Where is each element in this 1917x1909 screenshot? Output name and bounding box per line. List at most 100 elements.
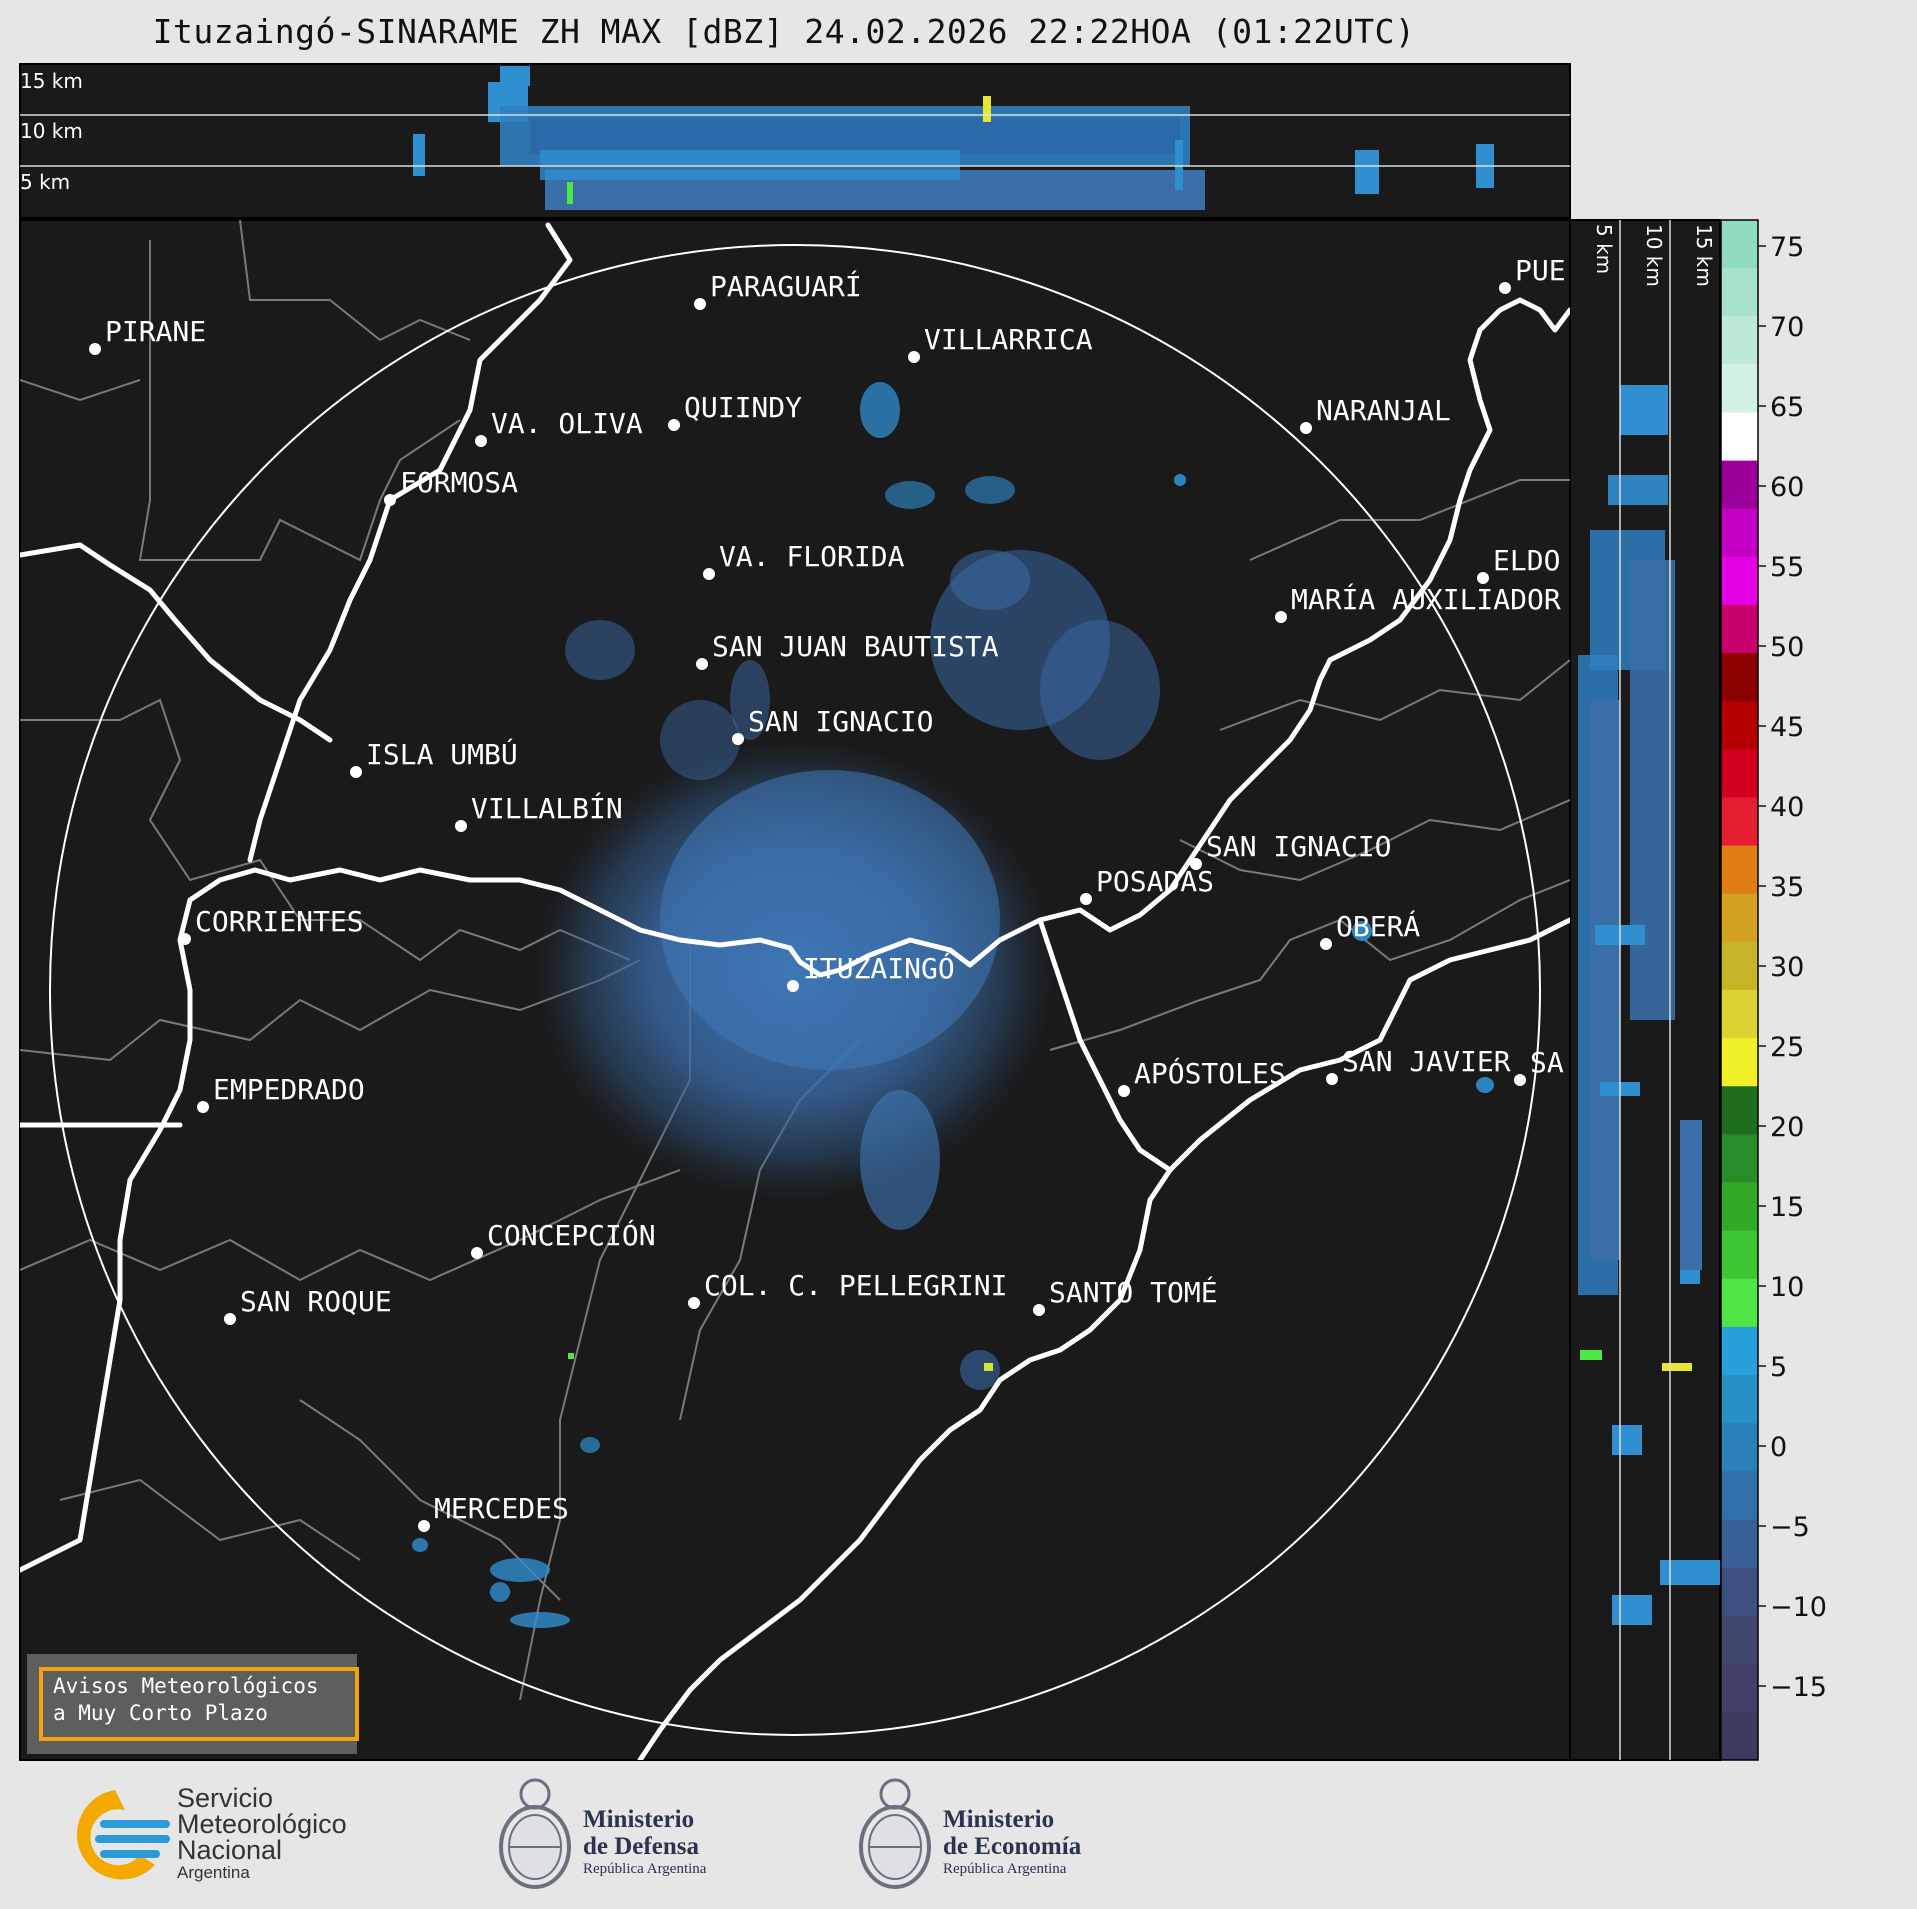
city-label: VILLALBÍN bbox=[471, 791, 623, 825]
colorbar-segment bbox=[1721, 1423, 1758, 1472]
city-label: PUE bbox=[1515, 254, 1566, 287]
colorbar-segment bbox=[1721, 1615, 1758, 1665]
coat-of-arms-icon bbox=[499, 1778, 571, 1889]
colorbar-tick-label: 70 bbox=[1770, 312, 1804, 343]
city-dot bbox=[1320, 938, 1332, 950]
city-marker: NARANJAL bbox=[1300, 394, 1451, 434]
city-dot bbox=[1190, 858, 1202, 870]
colorbar-segment bbox=[1721, 1134, 1758, 1183]
city-marker: QUIINDY bbox=[668, 391, 802, 431]
city-dot bbox=[696, 658, 708, 670]
warning-line-1: Avisos Meteorológicos bbox=[53, 1674, 319, 1698]
city-marker: CONCEPCIÓN bbox=[471, 1218, 656, 1259]
colorbar-segment bbox=[1721, 1230, 1758, 1280]
side-label-5km: 5 km bbox=[1592, 224, 1616, 274]
city-dot bbox=[1118, 1085, 1130, 1097]
city-dot bbox=[1477, 572, 1489, 584]
colorbar-tick-label: 5 bbox=[1770, 1352, 1787, 1383]
city-marker: POSADAS bbox=[1080, 865, 1214, 905]
city-dot bbox=[1326, 1073, 1338, 1085]
warning-line-2: a Muy Corto Plazo bbox=[53, 1701, 268, 1725]
city-dot bbox=[384, 494, 396, 506]
side-label-10km: 10 km bbox=[1642, 224, 1666, 287]
colorbar-segment bbox=[1721, 1471, 1758, 1520]
colorbar-segment bbox=[1721, 1086, 1758, 1135]
city-dot bbox=[694, 298, 706, 310]
colorbar-tick-label: 10 bbox=[1770, 1272, 1804, 1303]
colorbar-segment bbox=[1721, 941, 1758, 991]
colorbar-tick-label: 35 bbox=[1770, 872, 1804, 903]
city-marker: VA. FLORIDA bbox=[703, 540, 905, 580]
side-profile-echoes bbox=[1578, 385, 1720, 1625]
city-label: POSADAS bbox=[1096, 865, 1214, 898]
city-dot bbox=[471, 1247, 483, 1259]
colorbar-segment bbox=[1721, 1711, 1758, 1761]
colorbar-tick-label: 15 bbox=[1770, 1192, 1804, 1223]
city-label: ITUZAINGÓ bbox=[803, 951, 955, 985]
city-marker: VA. OLIVA bbox=[475, 407, 643, 447]
city-dot bbox=[1514, 1074, 1526, 1086]
colorbar-tick-label: −15 bbox=[1770, 1672, 1827, 1703]
chart-title: Ituzaingó-SINARAME ZH MAX [dBZ] 24.02.20… bbox=[152, 12, 1416, 51]
colorbar-segment bbox=[1721, 556, 1758, 606]
side-label-15km: 15 km bbox=[1692, 224, 1716, 287]
city-dot bbox=[703, 568, 715, 580]
city-dot bbox=[688, 1297, 700, 1309]
city-marker: CORRIENTES bbox=[179, 905, 364, 945]
city-dot bbox=[908, 351, 920, 363]
city-label: SAN JAVIER bbox=[1342, 1045, 1511, 1078]
city-marker: VILLARRICA bbox=[908, 323, 1093, 363]
colorbar-segment bbox=[1721, 508, 1758, 558]
colorbar-segment bbox=[1721, 797, 1758, 847]
city-label: QUIINDY bbox=[684, 391, 802, 424]
city-dot bbox=[418, 1520, 430, 1532]
colorbar-tick-label: 0 bbox=[1770, 1432, 1787, 1463]
colorbar-segment bbox=[1721, 1567, 1758, 1617]
coat-of-arms-icon bbox=[859, 1778, 931, 1889]
city-label: SAN JUAN BAUTISTA bbox=[712, 630, 999, 663]
colorbar-tick-label: 20 bbox=[1770, 1112, 1804, 1143]
city-label: COL. C. PELLEGRINI bbox=[704, 1269, 1007, 1302]
colorbar-segment bbox=[1721, 605, 1758, 654]
colorbar-segment bbox=[1721, 268, 1758, 317]
city-label: PARAGUARÍ bbox=[710, 269, 862, 303]
city-label: CORRIENTES bbox=[195, 905, 364, 938]
city-marker: PIRANE bbox=[89, 315, 206, 355]
city-dot bbox=[197, 1101, 209, 1113]
top-label-10km: 10 km bbox=[20, 119, 83, 143]
colorbar-segment bbox=[1721, 1038, 1758, 1087]
city-label: MARÍA AUXILIADOR bbox=[1291, 582, 1561, 616]
map-layers bbox=[20, 220, 1570, 1760]
smn-line-3: Nacional bbox=[177, 1835, 283, 1865]
city-marker: ELDO bbox=[1477, 544, 1560, 584]
city-marker: APÓSTOLES bbox=[1118, 1056, 1286, 1097]
colorbar-tick-label: 50 bbox=[1770, 632, 1804, 663]
colorbar-tick-label: 45 bbox=[1770, 712, 1804, 743]
colorbar-tick-label: 65 bbox=[1770, 392, 1804, 423]
city-label: SA bbox=[1530, 1046, 1564, 1079]
city-label: ISLA UMBÚ bbox=[366, 737, 518, 771]
city-marker: SAN ROQUE bbox=[224, 1285, 392, 1325]
city-label: MERCEDES bbox=[434, 1492, 569, 1525]
city-label: NARANJAL bbox=[1316, 394, 1451, 427]
colorbar-segment bbox=[1721, 1519, 1758, 1568]
colorbar-tick-label: 75 bbox=[1770, 232, 1804, 263]
city-label: ELDO bbox=[1493, 544, 1560, 577]
colorbar-tick-label: 60 bbox=[1770, 472, 1804, 503]
colorbar-segment bbox=[1721, 845, 1758, 895]
colorbar-segment bbox=[1721, 1375, 1758, 1424]
city-marker: OBERÁ bbox=[1320, 909, 1420, 950]
boundaries bbox=[20, 220, 1570, 1701]
city-dot bbox=[1080, 893, 1092, 905]
city-marker: SAN IGNACIO bbox=[1190, 830, 1391, 870]
economia-line-1: Ministerio bbox=[943, 1806, 1055, 1833]
city-dot bbox=[732, 733, 744, 745]
smn-line-4: Argentina bbox=[177, 1863, 250, 1882]
radar-echoes bbox=[412, 382, 1494, 1628]
city-marker: COL. C. PELLEGRINI bbox=[688, 1269, 1007, 1309]
city-label: CONCEPCIÓN bbox=[487, 1218, 656, 1252]
city-label: PIRANE bbox=[105, 315, 206, 348]
city-label: SAN IGNACIO bbox=[748, 705, 933, 738]
warning-box[interactable]: Avisos Meteorológicos a Muy Corto Plazo bbox=[27, 1654, 359, 1754]
